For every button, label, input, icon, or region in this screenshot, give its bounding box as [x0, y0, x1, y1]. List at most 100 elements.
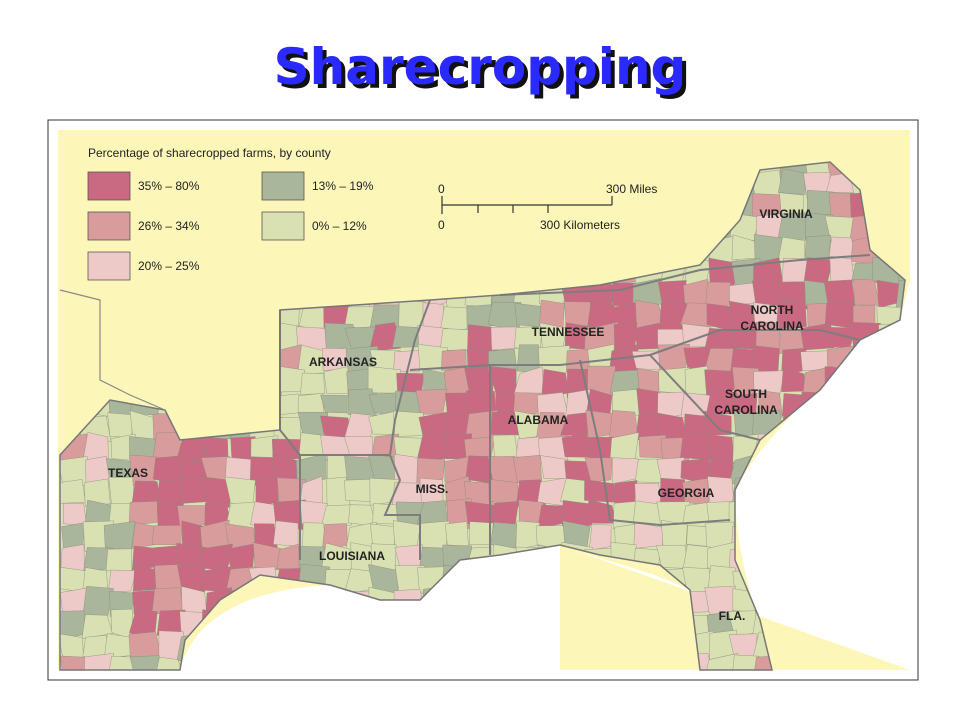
county-patch: [875, 678, 905, 703]
legend-swatch: [87, 211, 131, 241]
state-label: ALABAMA: [508, 413, 569, 427]
title: Sharecropping: [274, 38, 687, 96]
county-patch: [105, 548, 132, 572]
county-patch: [107, 569, 137, 593]
county-patch: [151, 587, 184, 614]
legend-label: 13% – 19%: [312, 179, 374, 193]
state-label: VIRGINIA: [759, 207, 813, 221]
state-label: TENNESSEE: [532, 325, 605, 339]
state-label: TEXAS: [108, 466, 148, 480]
scale-label: 300 Miles: [606, 182, 657, 196]
state-label: ARKANSAS: [309, 355, 377, 369]
border: [499, 254, 871, 296]
state-label: CAROLINA: [714, 403, 778, 417]
county-patch: [490, 411, 521, 436]
county-patch: [81, 614, 113, 640]
county-patch: [298, 432, 328, 461]
county-patch: [561, 432, 590, 458]
title-shadow: Sharecropping: [278, 42, 691, 100]
county-patch: [84, 478, 111, 507]
state-label: GEORGIA: [658, 486, 715, 500]
county-patch: [535, 412, 569, 441]
county-patch: [253, 678, 280, 705]
legend-title: Percentage of sharecropped farms, by cou…: [88, 146, 331, 160]
county-patch: [300, 372, 325, 395]
border: [579, 359, 731, 527]
state-label: MISS.: [416, 482, 449, 496]
county-patch: [514, 303, 544, 327]
water: [60, 280, 910, 670]
border: [300, 454, 421, 560]
county-patch: [393, 410, 424, 437]
county-patch: [320, 394, 348, 414]
border: [409, 354, 651, 371]
county-patch: [704, 410, 732, 436]
county-patch: [588, 524, 612, 552]
state-label: SOUTH: [725, 387, 767, 401]
county-patch: [445, 521, 469, 547]
legend: 35% – 80% 26% – 34% 20% – 25% 13% – 19% 0% –…: [87, 171, 374, 281]
county-patch: [321, 678, 353, 700]
county-patch: [302, 522, 327, 549]
county-patch: [561, 681, 587, 705]
state-label: NORTH: [751, 303, 794, 317]
county-patch: [584, 457, 613, 483]
county-patch: [776, 300, 807, 331]
county-patch: [200, 476, 232, 508]
county-patch: [490, 326, 520, 351]
county-patch: [439, 328, 471, 351]
county-patch: [321, 504, 354, 526]
county-patch: [367, 366, 402, 394]
county-patch: [201, 681, 231, 704]
county-patch: [129, 655, 160, 670]
county-patch: [631, 350, 663, 371]
legend-swatch: [87, 251, 131, 281]
county-patch: [159, 677, 182, 703]
county-patch: [538, 436, 569, 461]
state-borders: [279, 254, 871, 560]
county-patch: [104, 678, 137, 705]
county-patch: [682, 544, 712, 571]
state-label: FLA.: [719, 609, 746, 623]
scale-label: 300 Kilometers: [540, 218, 620, 232]
county-patch: [60, 479, 86, 504]
border: [649, 329, 861, 356]
legend-label: 20% – 25%: [138, 259, 200, 273]
coastline: [59, 161, 906, 671]
county-patch: [538, 345, 570, 374]
county-patch: [445, 677, 469, 705]
county-patch: [103, 521, 136, 551]
state-label: CAROLINA: [740, 319, 804, 333]
scale-bar: [441, 196, 613, 214]
state-labels: TEXAS ARKANSAS LOUISIANA MISS. ALABAMA TENNES…: [108, 207, 813, 623]
territory-border: [59, 289, 166, 411]
county-patch: [829, 255, 855, 283]
county-patch: [633, 522, 665, 549]
county-patch: [420, 678, 448, 703]
county-patch: [275, 677, 305, 704]
county-patch: [415, 388, 448, 415]
county-patch: [538, 677, 568, 703]
legend-swatch: [261, 211, 305, 241]
county-patch: [84, 653, 114, 670]
border: [389, 299, 431, 456]
county-patch: [541, 368, 570, 398]
state-label: LOUISIANA: [319, 549, 385, 563]
county-patch: [540, 455, 569, 479]
county-patch: [515, 520, 540, 550]
county-patch: [467, 677, 494, 706]
scale-label: 0: [438, 218, 445, 232]
scale-label: 0: [438, 182, 445, 196]
legend-swatch: [87, 171, 131, 201]
county-patch: [778, 168, 806, 195]
border: [649, 354, 761, 441]
legend-label: 0% – 12%: [312, 219, 367, 233]
county-patch: [203, 436, 229, 460]
county-patch: [781, 678, 810, 705]
legend-swatch: [261, 171, 305, 201]
county-patch: [82, 586, 114, 617]
county-patch: [584, 681, 613, 705]
legend-label: 26% – 34%: [138, 219, 200, 233]
county-patch: [704, 653, 739, 670]
